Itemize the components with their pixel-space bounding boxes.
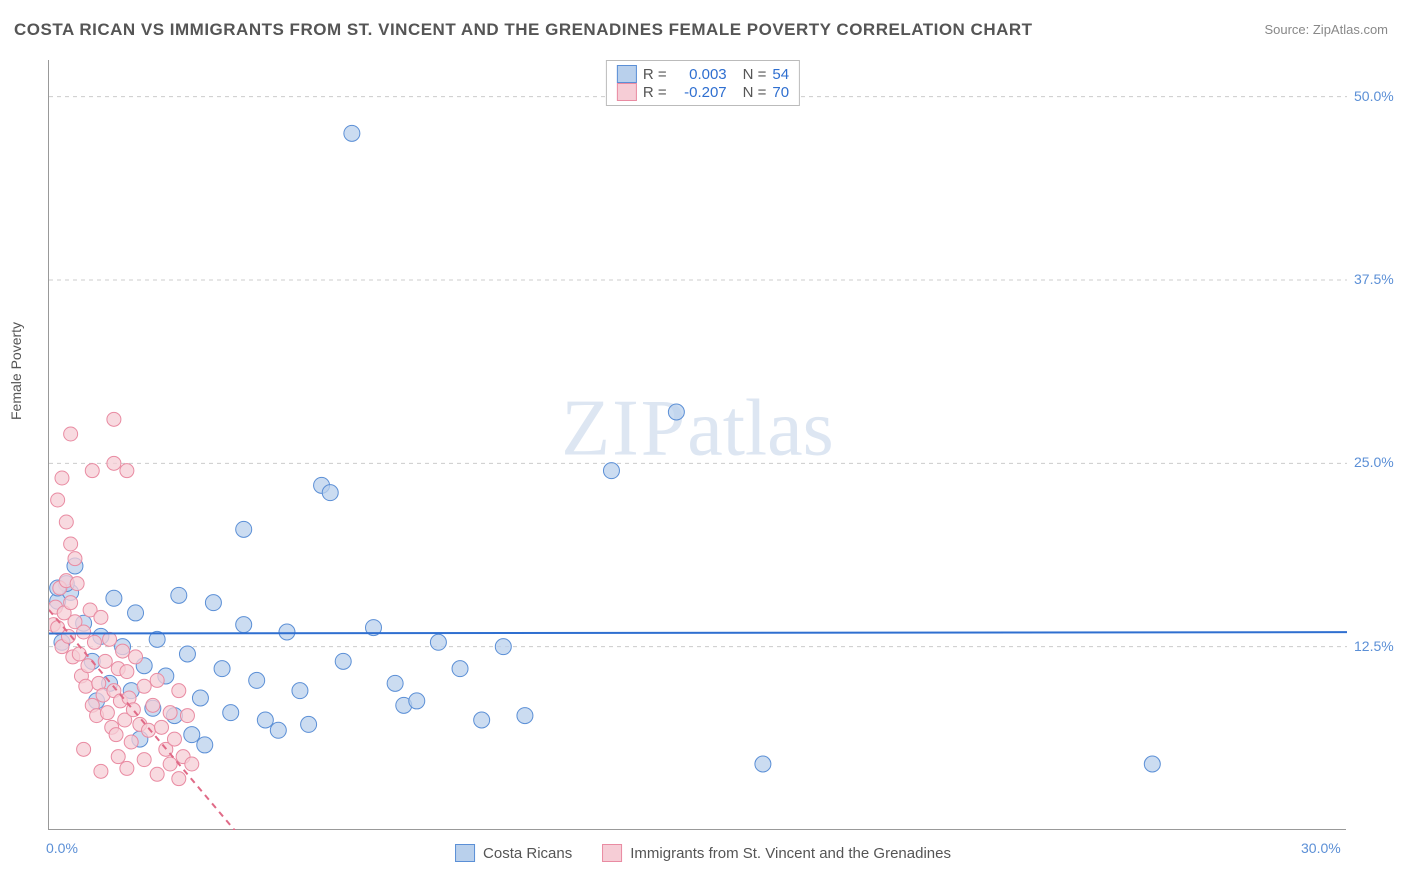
- legend-swatch: [617, 65, 637, 83]
- legend-series: Costa Ricans Immigrants from St. Vincent …: [455, 844, 951, 862]
- legend-correlation-row: R = 0.003 N = 54: [617, 65, 789, 83]
- legend-correlation-row: R = -0.207 N = 70: [617, 83, 789, 101]
- legend-n-value: 54: [772, 66, 789, 83]
- legend-series-label: Immigrants from St. Vincent and the Gren…: [630, 845, 951, 862]
- y-tick-label: 37.5%: [1354, 271, 1394, 287]
- legend-n-label: N =: [743, 66, 767, 83]
- legend-swatch: [602, 844, 622, 862]
- plot-area: ZIPatlas: [48, 60, 1346, 830]
- legend-series-item: Immigrants from St. Vincent and the Gren…: [602, 844, 951, 862]
- legend-n-label: N =: [743, 84, 767, 101]
- chart-svg: [49, 60, 1347, 830]
- y-axis-label: Female Poverty: [8, 322, 24, 420]
- legend-correlation: R = 0.003 N = 54 R = -0.207 N = 70: [606, 60, 800, 106]
- x-tick-label: 0.0%: [46, 840, 78, 856]
- legend-series-item: Costa Ricans: [455, 844, 572, 862]
- legend-series-label: Costa Ricans: [483, 845, 572, 862]
- legend-n-value: 70: [772, 84, 789, 101]
- legend-r-value: 0.003: [673, 66, 727, 83]
- legend-r-label: R =: [643, 84, 667, 101]
- y-tick-label: 25.0%: [1354, 454, 1394, 470]
- legend-r-label: R =: [643, 66, 667, 83]
- legend-swatch: [617, 83, 637, 101]
- y-tick-label: 12.5%: [1354, 638, 1394, 654]
- y-tick-label: 50.0%: [1354, 88, 1394, 104]
- legend-swatch: [455, 844, 475, 862]
- source-label: Source: ZipAtlas.com: [1264, 22, 1388, 37]
- chart-title: COSTA RICAN VS IMMIGRANTS FROM ST. VINCE…: [14, 20, 1033, 40]
- legend-r-value: -0.207: [673, 84, 727, 101]
- x-tick-label: 30.0%: [1301, 840, 1341, 856]
